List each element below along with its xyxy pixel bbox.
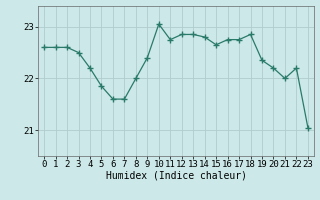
X-axis label: Humidex (Indice chaleur): Humidex (Indice chaleur) <box>106 171 246 181</box>
